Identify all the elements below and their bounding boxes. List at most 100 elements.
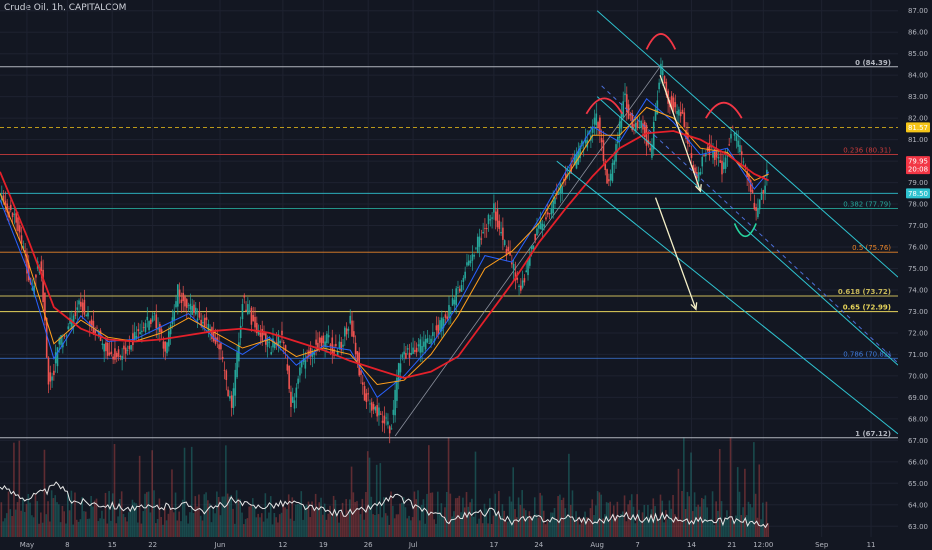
candle-body (124, 347, 127, 354)
candle-body (381, 420, 384, 423)
candle-body (602, 140, 605, 161)
volume-bar (456, 497, 459, 537)
fib-level-label: 0.5 (75.76) (852, 244, 891, 252)
candle-body (13, 214, 16, 215)
candle-body (755, 207, 757, 211)
volume-bar (388, 524, 391, 537)
volume-bar (156, 519, 159, 537)
volume-bar (32, 517, 35, 537)
candle-body (559, 183, 562, 194)
candle-body (87, 312, 89, 317)
candle-body (293, 400, 296, 409)
time-tick-label: May (20, 541, 34, 549)
candle-body (257, 330, 260, 335)
candle-body (742, 161, 745, 163)
volume-bar (718, 449, 721, 537)
volume-bar (544, 524, 547, 537)
volume-bar (241, 512, 243, 537)
volume-bar (129, 509, 132, 537)
volume-bar (474, 451, 477, 537)
candle-body (53, 370, 55, 375)
volume-bar (744, 468, 746, 537)
volume-bar (751, 507, 753, 537)
candle-body (121, 355, 123, 360)
candle-body (663, 76, 666, 84)
candle-body (97, 331, 100, 336)
volume-bar (641, 512, 644, 537)
moving-average-line (0, 98, 770, 399)
volume-bar (138, 455, 141, 537)
price-tick-label: 73.00 (908, 308, 928, 316)
candle-body (613, 160, 616, 165)
price-tick-label: 68.00 (908, 415, 928, 423)
candle-body (284, 345, 287, 351)
volume-bar (309, 517, 312, 537)
candle-body (198, 311, 201, 318)
volume-bar (45, 514, 48, 537)
volume-bar (614, 516, 617, 537)
volume-bar (34, 494, 37, 537)
price-tick-label: 69.00 (908, 394, 928, 402)
volume-bar (183, 447, 186, 537)
volume-bar (307, 501, 310, 537)
volume-bar (611, 519, 613, 537)
volume-bar (169, 508, 171, 537)
volume-bar (393, 518, 396, 537)
head-shoulders-arc (585, 97, 624, 115)
volume-bar (503, 510, 506, 537)
candle-body (665, 81, 668, 96)
price-tick-label: 74.00 (908, 286, 928, 294)
volume-bar (372, 514, 374, 537)
volume-bar (496, 513, 498, 537)
volume-bar (345, 499, 347, 537)
volume-bar (352, 492, 355, 537)
candle-body (441, 317, 443, 332)
candle-body (105, 342, 107, 352)
candle-body (626, 94, 628, 113)
volume-bar (50, 490, 53, 537)
candle-body (480, 238, 483, 240)
volume-bar (431, 492, 434, 537)
candle-body (281, 330, 283, 335)
candle-body (476, 236, 479, 254)
volume-bar (365, 491, 367, 537)
candle-body (705, 153, 707, 157)
volume-bar (469, 502, 471, 537)
candle-body (721, 160, 723, 175)
candle-body (652, 122, 655, 150)
volume-bar (291, 497, 294, 537)
time-tick-label: Aug (590, 541, 604, 549)
candle-body (406, 348, 409, 350)
candle-body (42, 269, 44, 303)
candle-body (367, 393, 369, 395)
volume-bar (20, 510, 22, 537)
volume-bar (99, 518, 101, 537)
candle-body (54, 352, 57, 364)
fib-level-label: 0.236 (80.31) (843, 146, 891, 154)
volume-bar (185, 515, 188, 537)
price-label-badge (906, 188, 930, 199)
price-tick-label: 83.00 (908, 93, 928, 101)
candle-body (762, 190, 765, 194)
volume-bar (305, 504, 308, 537)
volume-bar (122, 513, 125, 537)
volume-bar (295, 504, 297, 537)
candle-body (85, 315, 88, 316)
candle-body (4, 200, 7, 205)
candle-body (187, 305, 190, 306)
volume-bar (758, 464, 761, 537)
volume-bar (551, 512, 554, 537)
candle-body (335, 343, 337, 347)
volume-bar (316, 507, 319, 537)
candle-body (225, 370, 228, 381)
candle-body (670, 95, 673, 110)
volume-bar (293, 520, 295, 537)
candle-body (119, 356, 122, 357)
volume-bar (435, 523, 437, 537)
price-tick-label: 87.00 (908, 7, 928, 15)
volume-bar (383, 497, 385, 537)
volume-bar (251, 498, 254, 537)
volume-bar (277, 522, 279, 537)
